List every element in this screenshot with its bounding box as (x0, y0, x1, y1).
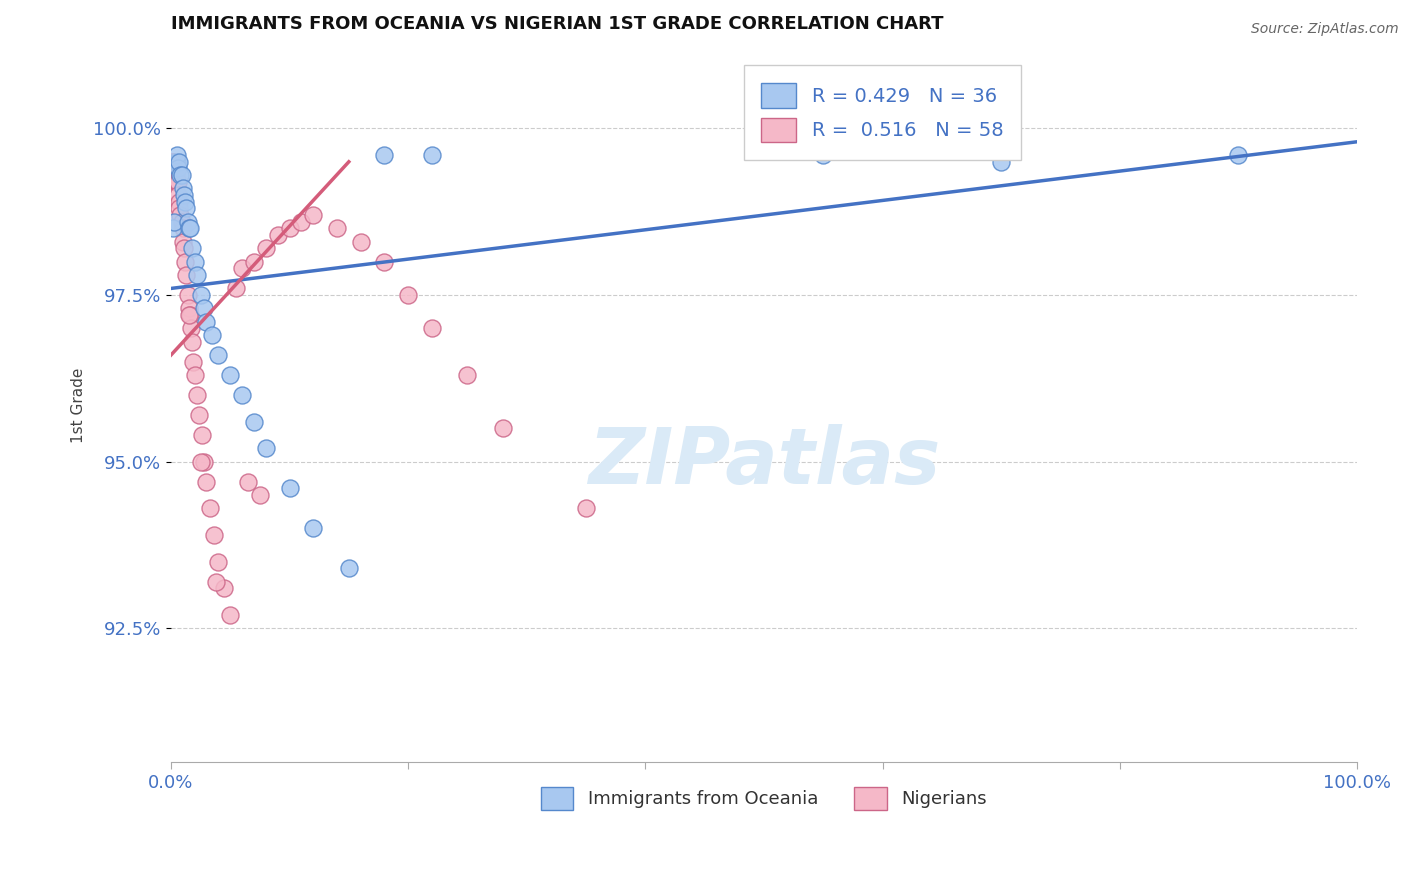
Point (231, 388, 253, 402)
Point (198, 501, 221, 516)
Point (174, 194, 197, 209)
Point (183, 368, 205, 383)
Point (173, 242, 195, 256)
Point (166, 148, 188, 162)
Point (207, 348, 229, 362)
Point (207, 555, 229, 569)
Point (575, 501, 598, 516)
Point (337, 561, 360, 575)
Point (190, 288, 212, 302)
Point (225, 281, 247, 295)
Point (166, 154, 188, 169)
Point (181, 242, 204, 256)
Point (190, 455, 212, 469)
Point (193, 301, 215, 316)
Point (160, 154, 183, 169)
Point (350, 235, 373, 249)
Point (167, 175, 190, 189)
Point (166, 161, 188, 176)
Y-axis label: 1st Grade: 1st Grade (72, 368, 86, 442)
Legend: Immigrants from Oceania, Nigerians: Immigrants from Oceania, Nigerians (534, 780, 994, 817)
Text: IMMIGRANTS FROM OCEANIA VS NIGERIAN 1ST GRADE CORRELATION CHART: IMMIGRANTS FROM OCEANIA VS NIGERIAN 1ST … (172, 15, 943, 33)
Point (231, 261, 253, 276)
Point (165, 154, 187, 169)
Point (167, 188, 190, 202)
Point (326, 221, 349, 235)
Point (236, 475, 259, 489)
Point (266, 228, 288, 243)
Point (254, 442, 277, 456)
Point (165, 175, 187, 189)
Point (167, 202, 190, 216)
Point (163, 215, 186, 229)
Point (201, 328, 224, 343)
Point (172, 181, 194, 195)
Point (373, 148, 395, 162)
Point (177, 221, 200, 235)
Point (1227, 148, 1250, 162)
Point (165, 168, 187, 182)
Point (243, 415, 266, 429)
Point (176, 268, 198, 282)
Point (193, 455, 215, 469)
Point (167, 161, 190, 176)
Point (456, 368, 478, 383)
Point (181, 334, 204, 349)
Point (186, 388, 208, 402)
Point (176, 288, 198, 302)
Point (492, 421, 515, 435)
Point (420, 321, 443, 335)
Point (302, 208, 325, 222)
Point (302, 521, 325, 535)
Point (167, 194, 190, 209)
Point (202, 528, 225, 542)
Point (166, 175, 188, 189)
Point (420, 148, 443, 162)
Point (167, 154, 190, 169)
Point (173, 188, 195, 202)
Text: Source: ZipAtlas.com: Source: ZipAtlas.com (1251, 22, 1399, 37)
Point (174, 254, 197, 268)
Point (373, 254, 395, 268)
Point (396, 288, 419, 302)
Point (183, 355, 205, 369)
Point (190, 428, 212, 442)
Point (163, 161, 186, 176)
Point (176, 215, 198, 229)
Point (160, 161, 183, 176)
Point (170, 215, 193, 229)
Point (179, 308, 201, 322)
Point (169, 208, 191, 222)
Point (195, 315, 218, 329)
Point (813, 148, 835, 162)
Point (219, 608, 242, 623)
Point (290, 215, 312, 229)
Point (180, 321, 202, 335)
Point (278, 221, 301, 235)
Point (214, 582, 236, 596)
Text: ZIPatlas: ZIPatlas (588, 425, 941, 500)
Point (254, 242, 277, 256)
Point (172, 235, 194, 249)
Point (205, 574, 228, 589)
Point (195, 475, 218, 489)
Point (170, 168, 193, 182)
Point (278, 482, 301, 496)
Point (243, 254, 266, 268)
Point (172, 221, 194, 235)
Point (183, 254, 205, 268)
Point (162, 154, 184, 169)
Point (163, 154, 186, 169)
Point (162, 221, 184, 235)
Point (186, 268, 208, 282)
Point (177, 301, 200, 316)
Point (169, 168, 191, 182)
Point (179, 221, 201, 235)
Point (176, 202, 198, 216)
Point (249, 488, 271, 502)
Point (990, 154, 1012, 169)
Point (177, 308, 200, 322)
Point (219, 368, 242, 383)
Point (188, 408, 211, 422)
